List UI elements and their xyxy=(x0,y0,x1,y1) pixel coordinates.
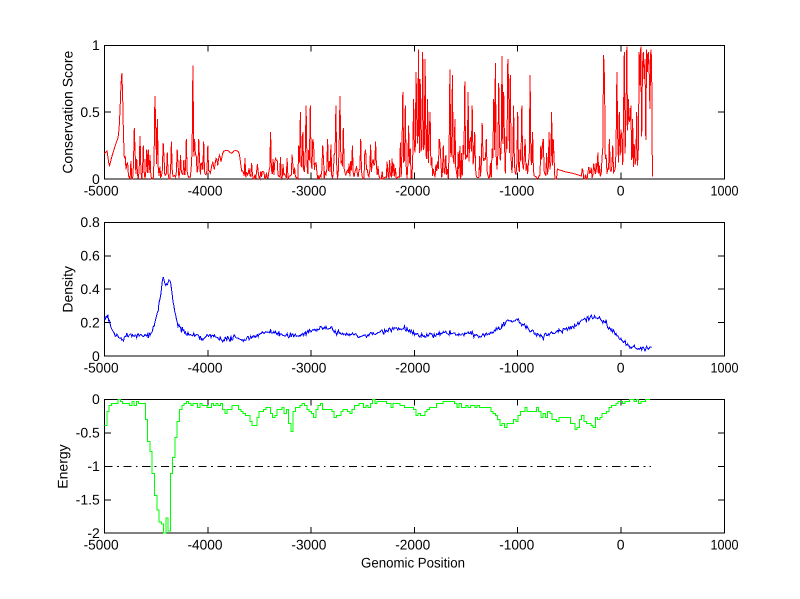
svg-text:0: 0 xyxy=(617,183,625,199)
svg-text:-0.5: -0.5 xyxy=(76,425,100,441)
svg-text:-2000: -2000 xyxy=(395,537,430,553)
svg-text:-4000: -4000 xyxy=(188,183,223,199)
svg-text:0.8: 0.8 xyxy=(80,214,100,230)
svg-text:0: 0 xyxy=(92,391,100,407)
svg-text:1000: 1000 xyxy=(711,183,739,199)
svg-text:0: 0 xyxy=(92,348,100,364)
svg-text:-3000: -3000 xyxy=(291,360,326,376)
svg-text:-2: -2 xyxy=(87,525,100,541)
svg-text:0: 0 xyxy=(92,171,100,187)
svg-text:-2000: -2000 xyxy=(395,360,430,376)
svg-text:0: 0 xyxy=(617,537,625,553)
svg-text:Genomic Position: Genomic Position xyxy=(361,554,465,570)
svg-text:0: 0 xyxy=(617,360,625,376)
svg-text:0.2: 0.2 xyxy=(80,315,100,331)
svg-text:-1: -1 xyxy=(87,458,100,474)
svg-text:-1000: -1000 xyxy=(499,537,534,553)
svg-text:0.6: 0.6 xyxy=(80,248,100,264)
svg-text:-1000: -1000 xyxy=(499,183,534,199)
svg-text:Energy: Energy xyxy=(55,444,71,488)
svg-text:1000: 1000 xyxy=(711,360,739,376)
svg-text:-3000: -3000 xyxy=(291,183,326,199)
svg-text:0.5: 0.5 xyxy=(80,104,100,120)
svg-text:-5000: -5000 xyxy=(84,537,119,553)
svg-text:1000: 1000 xyxy=(711,537,739,553)
svg-text:-1.5: -1.5 xyxy=(76,492,100,508)
svg-text:Density: Density xyxy=(59,266,75,313)
svg-text:-2000: -2000 xyxy=(395,183,430,199)
svg-text:-4000: -4000 xyxy=(188,537,223,553)
svg-text:0.4: 0.4 xyxy=(80,281,100,297)
svg-text:-1000: -1000 xyxy=(499,360,534,376)
svg-text:-5000: -5000 xyxy=(84,183,119,199)
svg-text:Conservation Score: Conservation Score xyxy=(60,51,76,174)
svg-text:-5000: -5000 xyxy=(84,360,119,376)
svg-text:1: 1 xyxy=(92,37,100,53)
svg-text:-3000: -3000 xyxy=(291,537,326,553)
svg-text:-4000: -4000 xyxy=(188,360,223,376)
